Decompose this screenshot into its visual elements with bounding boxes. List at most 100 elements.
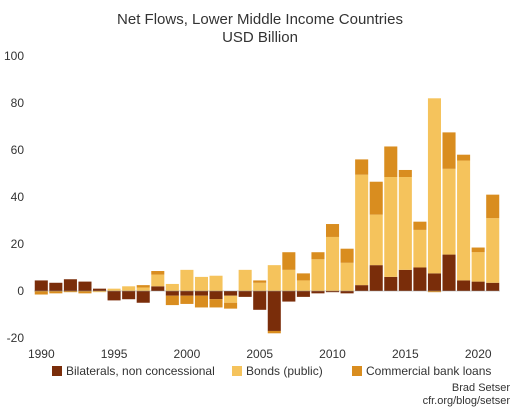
- bar-2017-series-1: [427, 98, 441, 274]
- bar-2009-series-2: [311, 252, 325, 260]
- bar-2011-series-2: [340, 248, 354, 263]
- bar-2016-series-2: [413, 221, 427, 230]
- bar-2015-series-2: [398, 169, 412, 178]
- bar-1992-series-2: [63, 291, 77, 293]
- bar-1999-series-1: [165, 283, 179, 291]
- bar-2007-series-1: [282, 269, 296, 291]
- bar-2012-series-0: [355, 285, 369, 292]
- legend-swatch-2: [352, 366, 362, 376]
- bar-2005-series-1: [253, 282, 267, 291]
- bar-2003-series-2: [224, 302, 238, 309]
- bar-2016-series-1: [413, 229, 427, 268]
- x-tick-label: 1995: [101, 347, 128, 361]
- bar-2001-series-1: [194, 276, 208, 291]
- bar-2006-series-1: [267, 265, 281, 291]
- bar-2014-series-0: [384, 276, 398, 291]
- bar-2017-series-0: [427, 273, 441, 292]
- bar-2019-series-0: [457, 280, 471, 291]
- bar-2005-series-0: [253, 291, 267, 310]
- bar-2018-series-2: [442, 132, 456, 169]
- y-tick-label: 20: [11, 237, 25, 251]
- bar-1996-series-0: [122, 291, 136, 300]
- bar-1990-series-0: [34, 280, 48, 291]
- bar-2007-series-0: [282, 291, 296, 302]
- bar-1996-series-1: [122, 286, 136, 291]
- bar-2005-series-2: [253, 280, 267, 283]
- y-axis: -20 0 20 40 60 80 100: [4, 49, 24, 345]
- x-tick-label: 2000: [174, 347, 201, 361]
- y-tick-label: 100: [4, 49, 24, 63]
- bar-2002-series-0: [209, 291, 223, 300]
- bar-1999-series-2: [165, 295, 179, 306]
- y-tick-label: 0: [17, 284, 24, 298]
- bar-2015-series-0: [398, 269, 412, 291]
- bar-2019-series-2: [457, 154, 471, 161]
- bar-2015-series-1: [398, 177, 412, 270]
- bar-2020-series-2: [471, 247, 485, 253]
- x-tick-label: 2010: [319, 347, 346, 361]
- bar-2006-series-2: [267, 330, 281, 334]
- x-tick-label: 1990: [28, 347, 55, 361]
- bar-2010-series-1: [326, 236, 340, 291]
- bar-1998-series-0: [151, 286, 165, 291]
- bar-1994-series-0: [93, 288, 107, 291]
- bar-2021-series-2: [486, 194, 500, 219]
- bar-2012-series-2: [355, 159, 369, 175]
- bar-1994-series-1: [93, 291, 107, 293]
- bar-2019-series-1: [457, 160, 471, 281]
- bar-2010-series-2: [326, 224, 340, 237]
- bar-2006-series-0: [267, 291, 281, 331]
- bar-2001-series-0: [194, 291, 208, 296]
- bar-2002-series-2: [209, 299, 223, 308]
- bar-1991-series-0: [49, 282, 63, 291]
- bar-2014-series-2: [384, 146, 398, 178]
- bar-1993-series-2: [78, 291, 92, 294]
- bar-1997-series-1: [136, 287, 150, 291]
- bar-2008-series-2: [296, 273, 310, 281]
- bar-1997-series-2: [136, 285, 150, 288]
- bar-2013-series-0: [369, 265, 383, 291]
- bar-2001-series-2: [194, 295, 208, 308]
- bar-1998-series-1: [151, 274, 165, 287]
- bar-2011-series-1: [340, 262, 354, 291]
- y-tick-label: -20: [7, 331, 25, 345]
- credit-author: Brad Setser: [452, 382, 510, 394]
- bar-2008-series-0: [296, 291, 310, 297]
- x-tick-label: 2020: [465, 347, 492, 361]
- bar-2013-series-1: [369, 214, 383, 266]
- legend: Bilaterals, non concessional Bonds (publi…: [52, 364, 491, 378]
- bar-2000-series-2: [180, 295, 194, 304]
- y-tick-label: 40: [11, 190, 25, 204]
- bar-2000-series-1: [180, 269, 194, 291]
- x-tick-label: 2015: [392, 347, 419, 361]
- bar-2011-series-0: [340, 291, 354, 294]
- bar-1993-series-0: [78, 281, 92, 291]
- bar-2020-series-0: [471, 281, 485, 291]
- x-axis: 1990 1995 2000 2005 2010 2015 2020: [28, 347, 492, 361]
- bar-2018-series-0: [442, 254, 456, 291]
- bar-1991-series-2: [49, 291, 63, 294]
- bar-2009-series-1: [311, 259, 325, 291]
- bar-2002-series-1: [209, 275, 223, 291]
- x-tick-label: 2005: [246, 347, 273, 361]
- bar-2017-series-2: [427, 291, 441, 293]
- bar-2021-series-1: [486, 218, 500, 283]
- bar-1997-series-0: [136, 291, 150, 303]
- bar-2009-series-0: [311, 291, 325, 294]
- bar-2003-series-0: [224, 291, 238, 296]
- bar-2003-series-1: [224, 295, 238, 303]
- bar-1998-series-2: [151, 271, 165, 275]
- bar-2008-series-1: [296, 280, 310, 291]
- bar-1990-series-2: [34, 291, 48, 295]
- bar-2004-series-1: [238, 269, 252, 291]
- bar-1995-series-0: [107, 291, 121, 301]
- credit-source: cfr.org/blog/setser: [423, 395, 511, 407]
- bar-2018-series-1: [442, 168, 456, 255]
- y-tick-label: 60: [11, 143, 25, 157]
- legend-label-2: Commercial bank loans: [366, 364, 491, 378]
- bar-2000-series-0: [180, 291, 194, 296]
- bar-1999-series-0: [165, 291, 179, 296]
- bar-2016-series-0: [413, 267, 427, 291]
- bar-1992-series-0: [63, 279, 77, 291]
